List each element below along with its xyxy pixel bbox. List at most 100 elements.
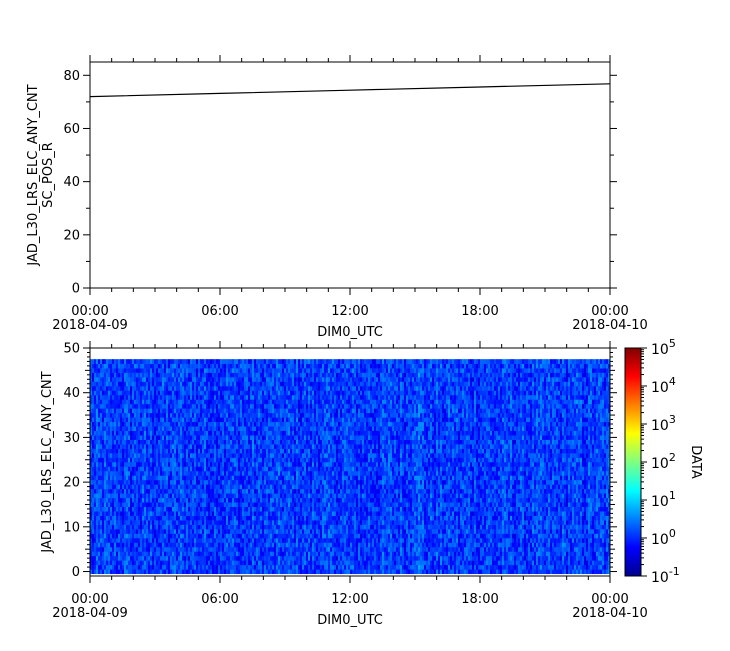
heatmap-cell (282, 412, 285, 418)
heatmap-cell (118, 524, 121, 530)
heatmap-cell (190, 462, 193, 467)
heatmap-cell (174, 430, 177, 436)
heatmap-cell (254, 381, 257, 387)
heatmap-cell (290, 386, 293, 391)
heatmap-cell (218, 546, 221, 552)
heatmap-cell (240, 368, 243, 373)
heatmap-cell (284, 381, 287, 387)
heatmap-cell (268, 502, 271, 508)
heatmap-cell (218, 555, 221, 561)
heatmap-cell (204, 462, 207, 467)
heatmap-cell (250, 551, 253, 557)
heatmap-cell (246, 403, 249, 409)
heatmap-cell (284, 506, 287, 512)
heatmap-cell (274, 368, 277, 373)
heatmap-cell (124, 569, 127, 575)
heatmap-cell (188, 484, 191, 490)
heatmap-cell (200, 363, 203, 369)
heatmap-cell (208, 502, 211, 508)
heatmap-cell (110, 448, 113, 454)
heatmap-cell (92, 390, 95, 396)
heatmap-cell (266, 493, 269, 499)
heatmap-cell (128, 381, 131, 387)
heatmap-cell (124, 368, 127, 373)
heatmap-cell (160, 542, 163, 548)
heatmap-cell (270, 560, 273, 566)
heatmap-cell (250, 511, 253, 516)
heatmap-cell (288, 533, 291, 539)
heatmap-cell (190, 484, 193, 490)
heatmap-cell (202, 399, 205, 405)
heatmap-cell (158, 421, 161, 427)
heatmap-cell (244, 421, 247, 427)
heatmap-cell (166, 506, 169, 512)
heatmap-cell (274, 417, 277, 423)
heatmap-cell (124, 403, 127, 409)
heatmap-cell (198, 435, 201, 440)
heatmap-cell (220, 377, 223, 382)
heatmap-cell (188, 529, 191, 534)
heatmap-cell (188, 453, 191, 458)
heatmap-cell (142, 430, 145, 436)
heatmap-cell (104, 386, 107, 391)
heatmap-cell (152, 394, 155, 400)
heatmap-cell (160, 462, 163, 467)
heatmap-cell (252, 457, 255, 463)
heatmap-cell (216, 551, 219, 557)
heatmap-cell (260, 493, 263, 499)
heatmap-cell (210, 511, 213, 516)
heatmap-cell (182, 511, 185, 516)
heatmap-cell (260, 372, 263, 378)
heatmap-cell (98, 524, 101, 530)
heatmap-cell (162, 538, 165, 543)
heatmap-cell (288, 497, 291, 503)
heatmap-cell (228, 363, 231, 369)
heatmap-cell (246, 439, 249, 445)
heatmap-cell (256, 555, 259, 561)
heatmap-cell (138, 542, 141, 548)
heatmap-cell (232, 470, 235, 476)
heatmap-cell (238, 533, 241, 539)
heatmap-cell (234, 381, 237, 387)
heatmap-cell (110, 381, 113, 387)
heatmap-cell (176, 462, 179, 467)
heatmap-cell (160, 511, 163, 516)
heatmap-cell (180, 524, 183, 530)
heatmap-cell (220, 417, 223, 423)
heatmap-cell (212, 542, 215, 548)
heatmap-cell (126, 497, 129, 503)
heatmap-cell (234, 448, 237, 454)
heatmap-cell (264, 533, 267, 539)
heatmap-cell (248, 466, 251, 472)
heatmap-cell (186, 377, 189, 382)
heatmap-cell (158, 493, 161, 499)
heatmap-cell (120, 569, 123, 575)
heatmap-cell (238, 403, 241, 409)
heatmap-cell (110, 511, 113, 516)
heatmap-cell (180, 412, 183, 418)
heatmap-cell (270, 408, 273, 414)
heatmap-cell (204, 484, 207, 490)
heatmap-cell (210, 435, 213, 440)
heatmap-cell (112, 412, 115, 418)
heatmap-cell (212, 462, 215, 467)
heatmap-cell (274, 426, 277, 432)
heatmap-cell (176, 542, 179, 548)
heatmap-cell (130, 453, 133, 458)
heatmap-cell (222, 520, 225, 525)
heatmap-cell (272, 542, 275, 548)
heatmap-cell (268, 457, 271, 463)
heatmap-cell (144, 564, 147, 570)
heatmap-cell (210, 497, 213, 503)
heatmap-cell (242, 372, 245, 378)
heatmap-cell (100, 538, 103, 543)
heatmap-cell (138, 457, 141, 463)
heatmap-cell (156, 529, 159, 534)
heatmap-cell (172, 408, 175, 414)
heatmap-cell (166, 524, 169, 530)
heatmap-cell (240, 435, 243, 440)
heatmap-cell (174, 386, 177, 391)
heatmap-cell (186, 394, 189, 400)
heatmap-cell (166, 444, 169, 449)
heatmap-cell (204, 359, 207, 364)
